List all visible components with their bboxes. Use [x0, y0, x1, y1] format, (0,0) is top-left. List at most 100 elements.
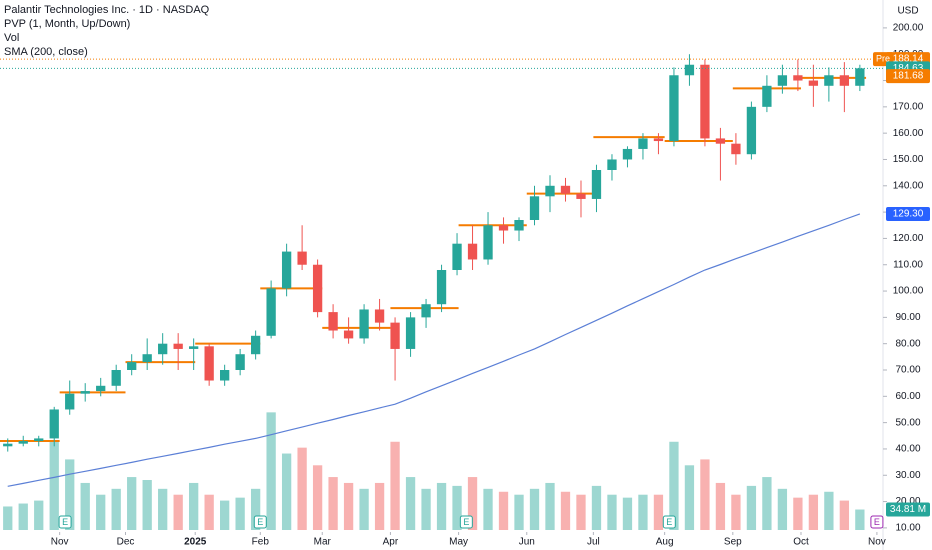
candle-body [204, 346, 214, 381]
candle-body [297, 251, 307, 265]
volume-bar [483, 488, 493, 530]
candle-body [452, 243, 462, 270]
candle-body [777, 75, 788, 86]
volume-bar [669, 441, 679, 530]
y-tick-label: 140.00 [893, 180, 924, 191]
price-tag-label: Pre [876, 53, 890, 63]
volume-bar [514, 494, 524, 530]
candle-body [669, 75, 679, 142]
candle-body [700, 64, 710, 139]
earnings-icon [459, 515, 473, 529]
volume-bar [777, 488, 788, 530]
volume-bar [250, 488, 261, 530]
volume-bar [96, 494, 106, 530]
candle-body [374, 309, 385, 323]
candle-body [173, 343, 183, 349]
candle-body [220, 370, 230, 381]
candle-body [312, 264, 323, 313]
volume-bar [793, 497, 803, 530]
volume-marker-label: 34.81 M [890, 504, 926, 515]
volume-bar [49, 441, 59, 530]
y-tick-label: 40.00 [895, 444, 920, 455]
candle-body [80, 391, 90, 394]
y-tick-label: 170.00 [893, 101, 924, 112]
volume-bar [158, 488, 168, 530]
x-tick-label: Aug [656, 537, 674, 548]
volume-bar [452, 485, 462, 530]
volume-bar [700, 459, 710, 530]
candle-body [855, 68, 865, 86]
candle-body [96, 385, 106, 392]
x-tick-label: Sep [724, 537, 742, 548]
x-tick-label: Nov [868, 537, 886, 548]
volume-bar [220, 500, 230, 530]
earnings-label: E [874, 517, 880, 527]
y-tick-label: 110.00 [893, 259, 923, 270]
volume-bar [266, 412, 276, 530]
volume-bar [80, 482, 90, 530]
volume-bar [189, 482, 199, 530]
volume-bar [127, 477, 137, 530]
volume-bar [762, 477, 772, 530]
candle-body [34, 438, 44, 442]
y-tick-label: 50.00 [895, 417, 920, 428]
volume-bar [374, 482, 385, 530]
candle-body [3, 443, 13, 447]
volume-bar [576, 494, 586, 530]
candle-body [762, 85, 772, 107]
y-tick-label: 100.00 [893, 286, 924, 297]
earnings-icon [253, 515, 267, 529]
candle-body [235, 354, 245, 370]
volume-bar [3, 506, 13, 530]
plot [0, 54, 867, 530]
volume-bar [65, 459, 75, 530]
volume-bar [467, 477, 478, 530]
candle-body [622, 148, 633, 160]
candle-body [808, 80, 819, 86]
volume-bar [34, 500, 44, 530]
candle-body [405, 317, 416, 349]
volume-bar [343, 482, 354, 530]
candle-body [65, 393, 75, 410]
volume-bar [390, 441, 400, 530]
y-tick-label: 200.00 [893, 23, 924, 34]
candle-body [111, 370, 121, 386]
volume-bar [622, 497, 633, 530]
candle-body [498, 225, 509, 231]
candle-body [591, 170, 602, 199]
x-tick-label: Oct [793, 537, 809, 548]
volume-bar [436, 482, 447, 530]
volume-bar [281, 453, 292, 530]
volume-bar [142, 480, 152, 530]
volume-bar [638, 494, 648, 530]
chart-title: Palantir Technologies Inc. · 1D · NASDAQ [4, 4, 210, 16]
candle-body [684, 64, 695, 76]
earnings-label: E [463, 517, 469, 527]
volume-bar [312, 465, 323, 530]
volume-bar [824, 491, 834, 530]
candle-body [18, 441, 28, 444]
candle-body [545, 185, 555, 197]
x-tick-label: 2025 [184, 537, 207, 548]
volume-bar [731, 494, 741, 530]
y-tick-label: 10.00 [895, 523, 920, 534]
x-tick-label: Jul [587, 537, 600, 548]
x-tick-label: Mar [314, 537, 332, 548]
volume-bar [545, 482, 555, 530]
candle-body [359, 309, 369, 339]
x-tick-label: May [449, 537, 468, 548]
candle-body [421, 304, 431, 318]
indicator: PVP (1, Month, Up/Down) [4, 18, 130, 30]
currency: USD [897, 6, 918, 17]
price-marker-label: 184.63 [893, 63, 924, 74]
candle-body [653, 138, 664, 142]
volume-bar [421, 488, 431, 530]
volume-bar [359, 488, 369, 530]
candle-body [343, 330, 354, 339]
candle-body [607, 159, 617, 170]
volume-bar [653, 494, 664, 530]
volume-bar [405, 477, 416, 530]
candle-body [793, 75, 803, 81]
